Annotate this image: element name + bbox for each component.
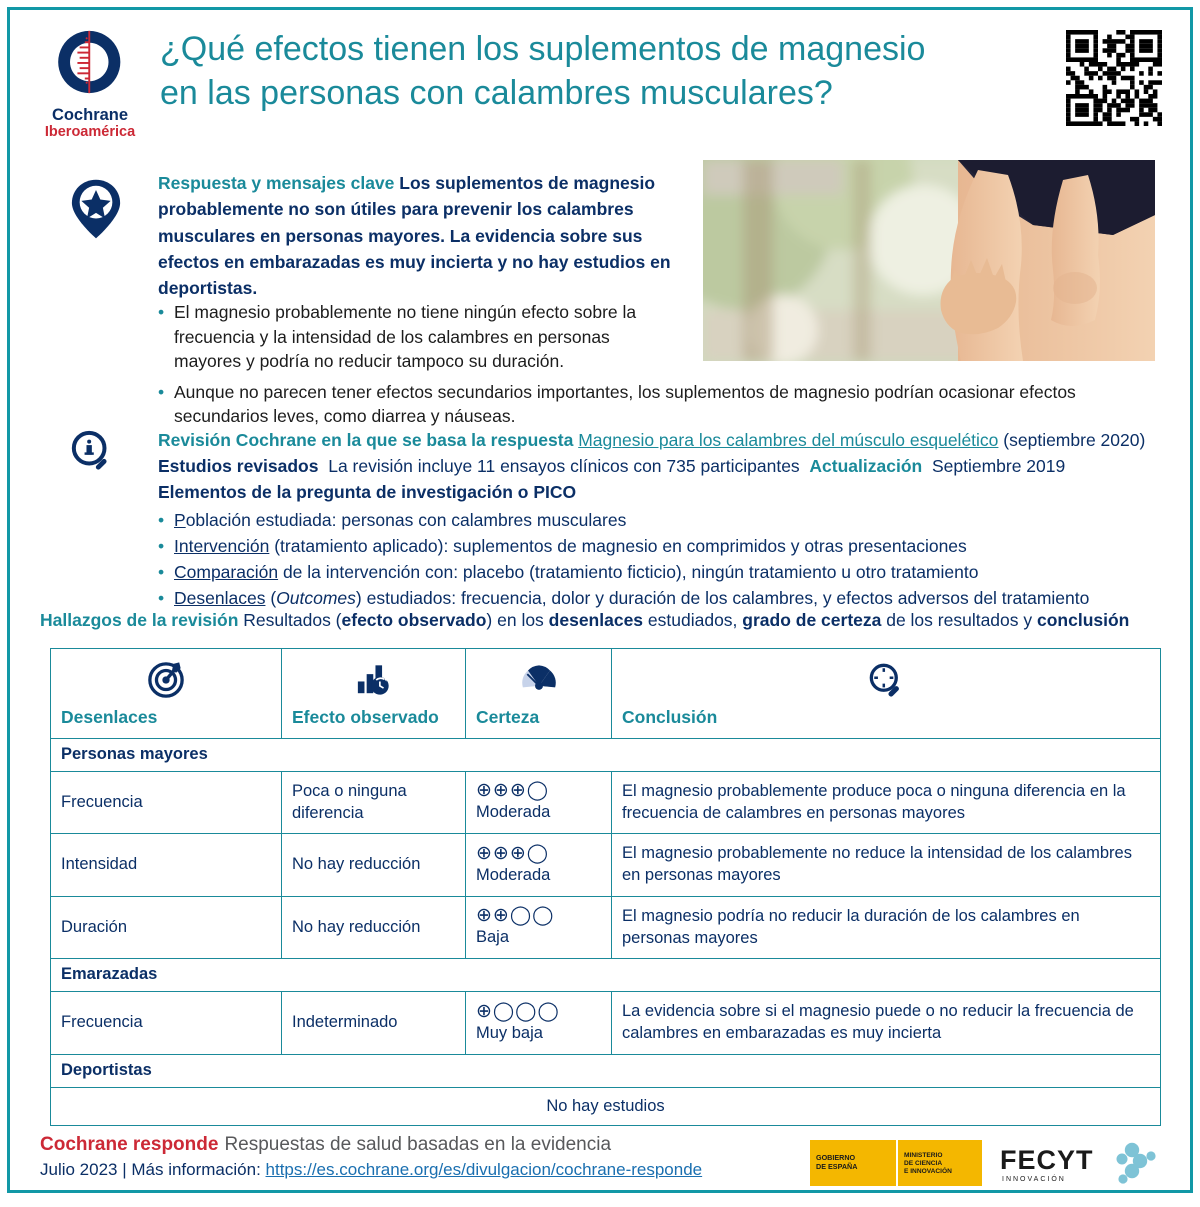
svg-text:INNOVACIÓN: INNOVACIÓN: [1002, 1174, 1066, 1183]
svg-text:DE ESPAÑA: DE ESPAÑA: [816, 1162, 857, 1171]
svg-text:E INNOVACIÓN: E INNOVACIÓN: [904, 1166, 952, 1175]
svg-text:DE CIENCIA: DE CIENCIA: [904, 1160, 942, 1167]
svg-text:FECYT: FECYT: [1000, 1145, 1094, 1175]
svg-text:MINISTERIO: MINISTERIO: [904, 1152, 942, 1159]
svg-text:GOBIERNO: GOBIERNO: [816, 1153, 856, 1162]
